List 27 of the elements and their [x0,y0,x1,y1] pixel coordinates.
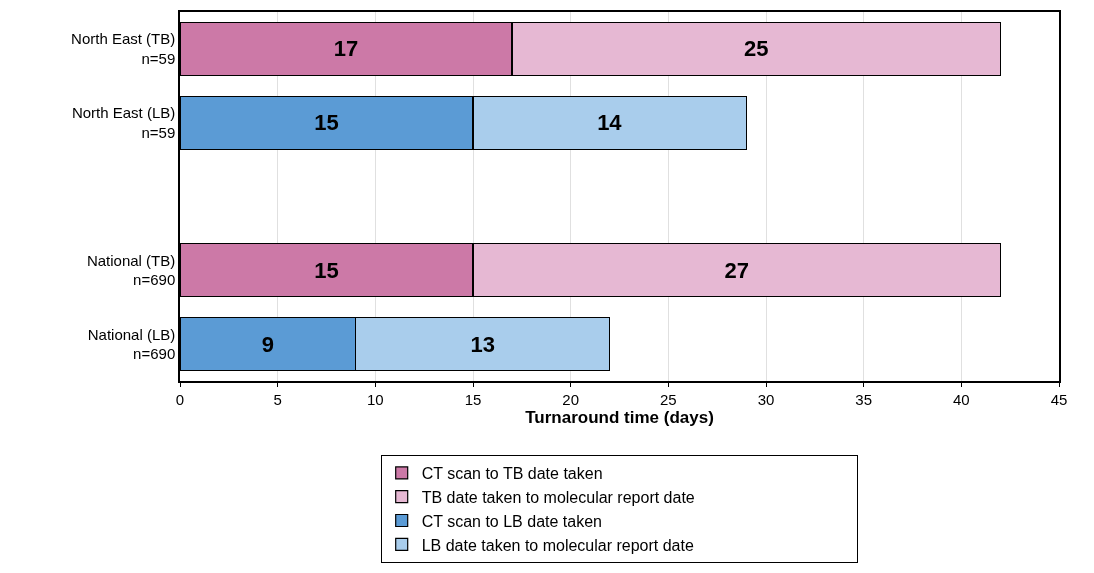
data-label: 15 [314,110,339,136]
x-tick-label: 10 [366,390,384,408]
legend-label: TB date taken to molecular report date [421,488,695,506]
y-tick-label: North East (TB) n=59 [71,30,176,67]
data-label: 13 [470,331,496,357]
x-tick-label: 25 [659,390,677,408]
legend-label: CT scan to TB date taken [421,465,603,483]
x-tick-label: 0 [175,390,185,408]
x-tick-label: 15 [464,390,482,408]
x-tick-label: 45 [1050,390,1068,408]
legend-label: CT scan to LB date taken [421,512,602,530]
x-tick-label: 35 [855,390,873,408]
data-label: 15 [314,257,339,283]
data-label: 9 [261,331,275,357]
y-tick-label: National (LB) n=690 [87,325,176,363]
legend-label: LB date taken to molecular report date [421,536,694,554]
x-tick-label: 20 [562,390,580,408]
x-tick-label: 30 [757,390,775,408]
x-axis-title: Turnaround time (days) [525,407,714,427]
y-tick-label: North East (LB) n=59 [71,104,176,141]
x-tick-label: 40 [952,390,970,408]
data-label: 17 [333,36,359,62]
data-label: 25 [743,36,769,62]
data-label: 27 [724,257,749,283]
y-tick-label: National (TB) n=690 [86,251,176,289]
data-label: 14 [597,110,623,136]
x-tick-label: 5 [273,390,282,408]
